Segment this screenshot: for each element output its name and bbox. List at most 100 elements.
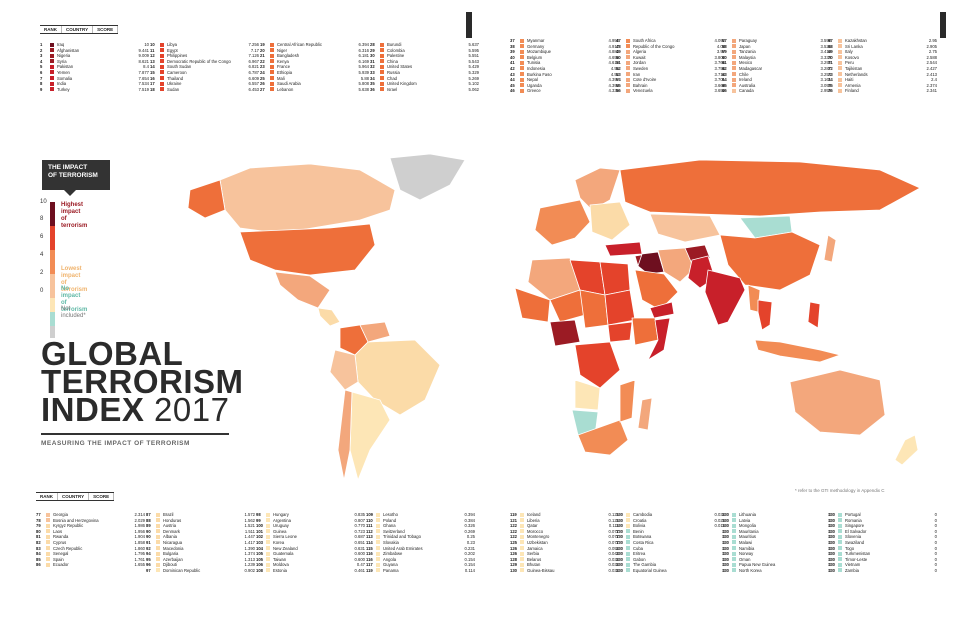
country-cell: Chad [387, 75, 398, 81]
country-cell: Panama [383, 567, 399, 573]
rank-cell: 109 [366, 512, 373, 517]
rank-cell: 71 [828, 60, 833, 66]
score-cell: 3.756 [714, 65, 725, 71]
rank-cell: 130 [722, 551, 729, 557]
score-cell: 4.882 [608, 49, 619, 55]
ranking-row: 100 Uruguay 0.770 [256, 523, 368, 529]
ranking-row: 130 Timor-Leste 0 [828, 557, 940, 563]
legend-heading-line2: OF TERRORISM [48, 172, 98, 179]
rank-cell: 130 [722, 517, 729, 523]
country-cell: Poland [383, 517, 397, 523]
rank-cell: 22 [260, 58, 265, 64]
score-color-swatch [156, 523, 160, 528]
score-color-swatch [732, 540, 736, 545]
rank-cell: 130 [828, 551, 835, 557]
ranking-column: 98 Hungary 0.835 99 Argentina 0.807 100 Uruguay… [256, 512, 368, 574]
country-region-canada [219, 163, 396, 233]
score-cell: 2.413 [926, 71, 937, 77]
country-cell: Azerbaijan [163, 556, 183, 562]
score-cell: 6.557 [248, 81, 259, 87]
country-cell: Uruguay [273, 523, 289, 529]
score-color-swatch [732, 534, 736, 539]
country-cell: Slovenia [845, 534, 862, 540]
score-color-swatch [156, 568, 160, 573]
score-cell: 0.269 [464, 528, 475, 534]
ranking-row: 130 Romania 0 [828, 518, 940, 524]
ranking-column: 1 Iraq 10 2 Afghanistan 9.441 3 Nigeria 9.009 4 Sy… [40, 42, 152, 92]
ranking-row: 65 Australia 3.093 [722, 83, 834, 89]
ranking-row: 37 Myanmar 4.956 [510, 38, 622, 44]
scale-label-0: 0 [40, 288, 44, 294]
ranking-row: 114 Slovakia 0.23 [366, 540, 478, 546]
ranking-table-77-119: 77 Georgia 2.314 78 Bosnia and Herzegovina 2.… [36, 512, 476, 632]
ranking-row: 32 United States 5.429 [370, 64, 482, 70]
score-cell: 0 [934, 517, 937, 523]
score-color-swatch [266, 557, 270, 562]
score-cell: 0.461 [354, 567, 365, 573]
score-cell: 0.115 [608, 523, 619, 529]
score-color-swatch [626, 546, 630, 551]
score-color-swatch [270, 87, 274, 92]
rank-cell: 70 [828, 54, 833, 60]
score-cell: 8.621 [138, 58, 149, 64]
country-cell: Bhutan [527, 562, 541, 568]
country-cell: Lesotho [383, 512, 398, 517]
ranking-row: 108 Estonia 0.461 [256, 568, 368, 574]
score-color-swatch [520, 55, 524, 60]
country-cell: Mexico [739, 60, 753, 66]
country-cell: Turkey [57, 86, 70, 92]
score-cell: 0.125 [608, 517, 619, 523]
score-color-swatch [626, 88, 630, 93]
ranking-row: 28 Burundi 5.637 [370, 42, 482, 48]
ranking-row: 50 Kuwait 3.800 [616, 55, 728, 61]
rank-cell: 65 [722, 82, 727, 88]
score-cell: 2.374 [926, 82, 937, 88]
ranking-column: 57 Paraguay 3.598 58 Japan 3.525 59 Tanzania 3.4… [722, 38, 834, 94]
rank-cell: 35 [370, 81, 375, 87]
ranking-row: 52 Sweden 3.756 [616, 66, 728, 72]
score-cell: 0 [722, 562, 725, 568]
score-cell: 0.202 [464, 551, 475, 557]
ranking-row: 116 Angola 0.154 [366, 557, 478, 563]
score-cell: 1.511 [244, 528, 255, 534]
country-region-central-america [317, 307, 341, 327]
score-color-swatch [626, 540, 630, 545]
rank-cell: 129 [510, 562, 517, 568]
score-cell: 0.326 [464, 523, 475, 529]
score-color-swatch [520, 60, 524, 65]
country-cell: Mali [277, 75, 285, 81]
country-cell: Sudan [167, 86, 180, 92]
country-cell: Kyrgyz Republic [53, 523, 84, 529]
scale-label-4: 4 [40, 252, 44, 258]
country-cell: Sri Lanka [845, 43, 863, 49]
score-cell: 5.637 [468, 42, 479, 47]
ranking-row: 30 Palestine 5.551 [370, 53, 482, 59]
score-cell: 7.534 [138, 81, 149, 87]
score-color-swatch [520, 512, 524, 517]
ranking-row: 4 Syria 8.621 [40, 59, 152, 65]
country-region-chad [579, 289, 609, 329]
score-color-swatch [520, 546, 524, 551]
scale-swatch-8 [50, 226, 55, 250]
score-cell: 0.125 [608, 512, 619, 517]
score-color-swatch [156, 534, 160, 539]
scale-swatch-2 [50, 274, 55, 298]
rank-cell: 63 [722, 71, 727, 77]
score-cell: 0.038 [714, 512, 725, 517]
score-color-swatch [626, 568, 630, 573]
score-color-swatch [626, 77, 630, 82]
rank-cell: 130 [722, 562, 729, 568]
country-cell: Palestine [387, 53, 405, 59]
ranking-column: 19 Central African Republic 6.394 20 Niger 6.… [260, 42, 372, 92]
country-region-mali [514, 287, 551, 323]
ranking-row: 47 South Africa 4.092 [616, 38, 728, 44]
ranking-column: 130 Lithuania 0 130 Latvia 0 130 Mongolia 0 130 Ma… [722, 512, 834, 574]
score-cell: 0 [828, 567, 831, 573]
country-cell: Spain [53, 556, 64, 562]
ranking-row: 130 El Salvador 0 [828, 529, 940, 535]
score-color-swatch [626, 557, 630, 562]
country-cell: Nepal [527, 77, 538, 83]
ranking-row: 89 Austria 1.521 [146, 523, 258, 529]
score-cell: 1.521 [244, 523, 255, 529]
ranking-row: 44 Nepal 4.397 [510, 77, 622, 83]
